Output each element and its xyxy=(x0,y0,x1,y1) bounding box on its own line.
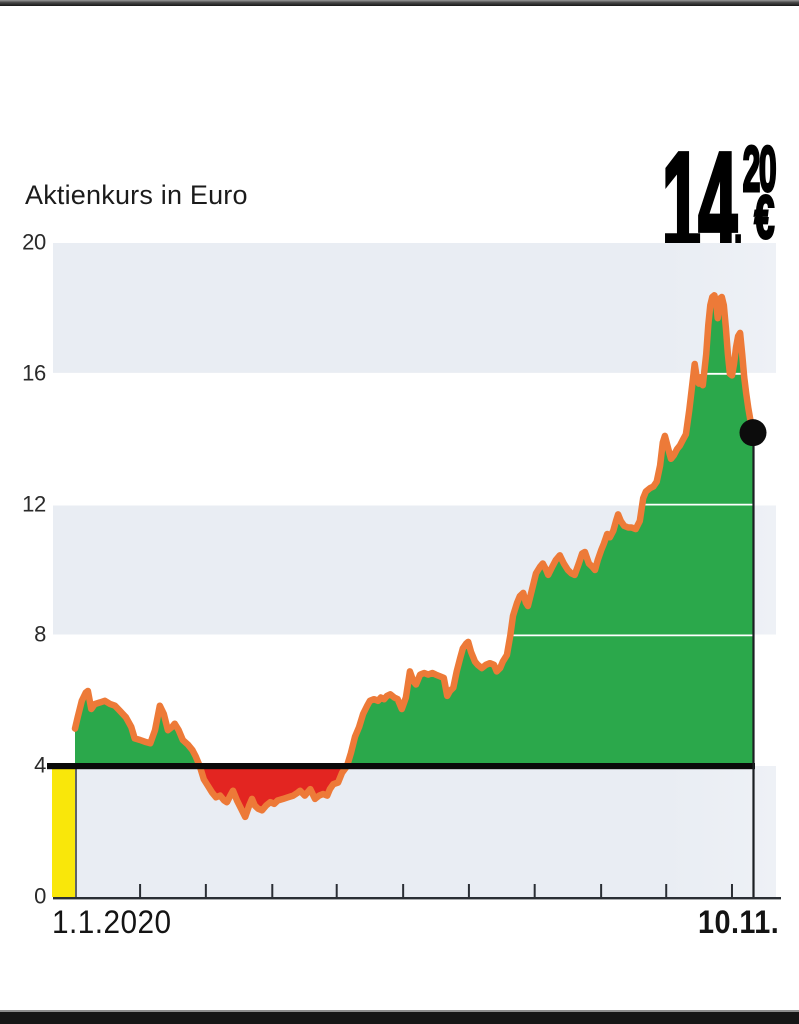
baseline-4-line xyxy=(47,763,755,770)
bottom-border-rule xyxy=(0,1010,799,1024)
price-fraction: 20 xyxy=(742,133,778,205)
x-axis-start-label: 1.1.2020 xyxy=(52,904,172,940)
grid-band xyxy=(53,766,776,897)
price-comma: , xyxy=(733,197,743,255)
y-axis-label: 20 xyxy=(22,229,46,255)
y-axis-label: 4 xyxy=(34,752,46,778)
y-axis-label: 12 xyxy=(22,491,46,517)
y-axis-label: 8 xyxy=(34,621,46,647)
euro-sign: € xyxy=(753,184,775,251)
current-value-dot xyxy=(739,419,767,447)
top-border-rule xyxy=(0,0,799,6)
highlight-bar-yellow xyxy=(52,766,75,897)
area-above-baseline xyxy=(75,295,753,767)
price-line xyxy=(71,292,757,821)
area-below-baseline xyxy=(75,766,753,817)
y-axis-label: 0 xyxy=(34,883,46,909)
x-axis-line xyxy=(53,897,781,900)
grid-band xyxy=(53,243,776,374)
chart-title: Aktienkurs in Euro xyxy=(25,180,248,210)
y-axis-label: 16 xyxy=(22,360,46,386)
x-axis-end-label: 10.11. xyxy=(697,904,779,940)
